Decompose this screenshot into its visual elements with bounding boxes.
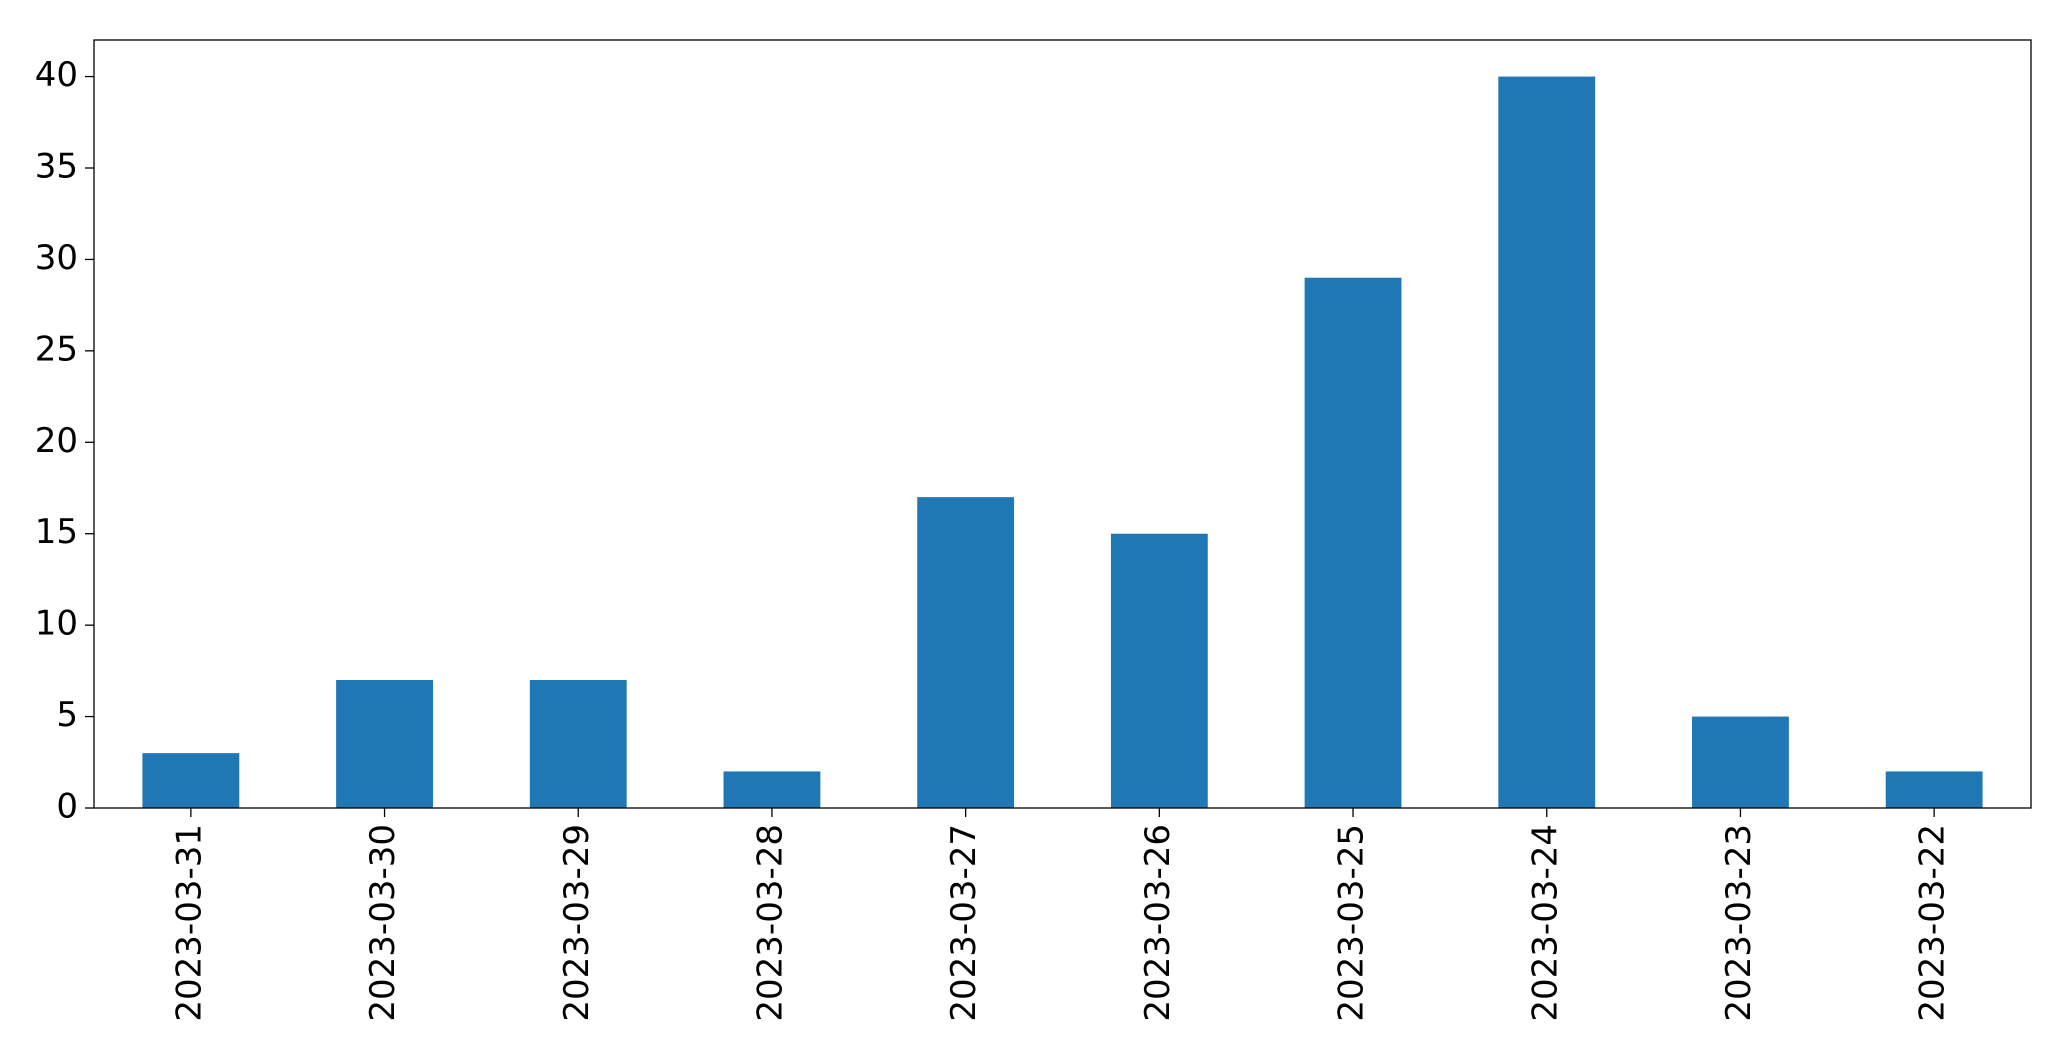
bar [336,680,433,808]
y-tick-label: 30 [35,238,78,278]
bar [1304,277,1402,808]
bar [1692,716,1789,808]
bar [917,497,1015,808]
y-tick-label: 35 [35,147,78,187]
bar [142,753,240,808]
x-tick-label: 2023-03-22 [1913,824,1953,1022]
y-tick-label: 5 [56,695,78,735]
x-tick-label: 2023-03-25 [1332,824,1372,1022]
y-tick-label: 15 [35,512,78,552]
bar [723,771,821,808]
x-tick-label: 2023-03-27 [944,824,984,1022]
y-tick-label: 25 [35,329,78,369]
bar [1885,771,1983,808]
y-tick-label: 20 [35,421,78,461]
bar [1498,76,1596,809]
x-tick-label: 2023-03-24 [1525,824,1565,1022]
x-tick-label: 2023-03-23 [1719,824,1759,1022]
x-tick-label: 2023-03-26 [1138,824,1178,1022]
bar [529,680,627,808]
y-tick-label: 40 [35,55,78,95]
x-tick-label: 2023-03-30 [363,824,403,1022]
x-tick-label: 2023-03-29 [557,824,597,1022]
y-tick-label: 0 [56,787,78,827]
x-tick-label: 2023-03-31 [169,824,209,1022]
plot-frame [93,39,2032,809]
x-tick-label: 2023-03-28 [750,824,790,1022]
y-tick-label: 10 [35,604,78,644]
bar [1110,533,1208,808]
